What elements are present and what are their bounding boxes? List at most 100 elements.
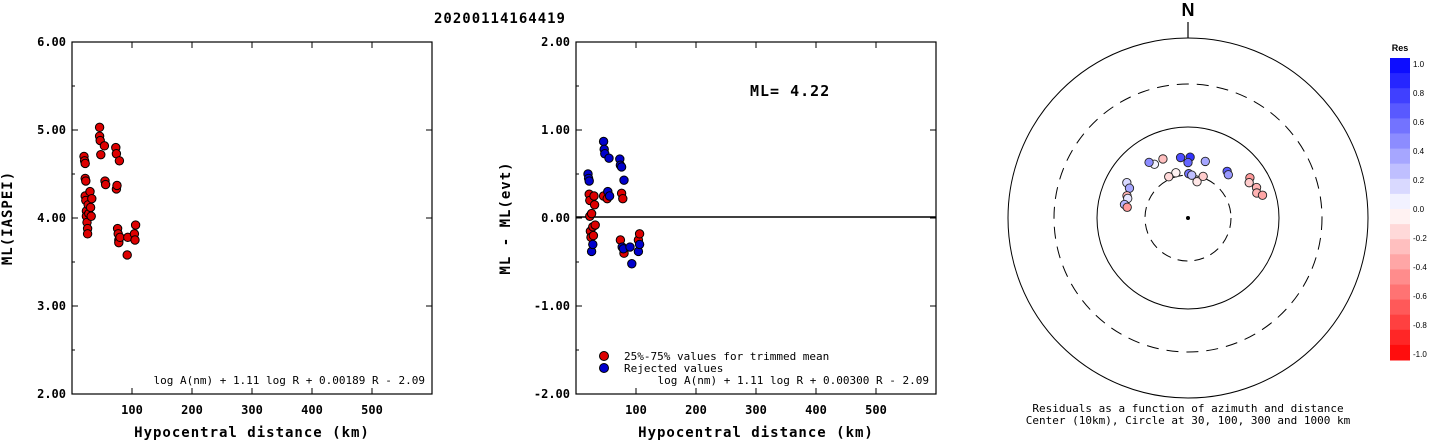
data-point [112, 180, 122, 191]
colorbar-segment [1390, 299, 1410, 316]
colorbar-tick-label: 0.2 [1413, 176, 1425, 185]
epicenter-marker [1186, 216, 1190, 220]
data-point [634, 239, 645, 250]
data-point [588, 230, 599, 241]
caption-line-2: Center (10km), Circle at 30, 100, 300 an… [1026, 414, 1351, 427]
residual-distance-panel: 100 200 300 400 500 -2.00 -1.00 0.00 1.00 2.00 ML… [498, 35, 937, 441]
x-axis-label: Hypocentral distance (km) [134, 425, 370, 441]
y-tick-label: 3.00 [37, 299, 66, 313]
legend-label-rejected: Rejected values [624, 362, 723, 375]
y-tick-label: 0.00 [541, 211, 570, 225]
data-point [616, 162, 627, 172]
station-point [1144, 157, 1154, 168]
data-point [627, 259, 637, 269]
station-point [1200, 156, 1210, 167]
y-tick-label: -2.00 [534, 387, 570, 401]
formula-text: log A(nm) + 1.11 log R + 0.00189 R - 2.0… [153, 374, 425, 387]
legend-label-trimmed: 25%-75% values for trimmed mean [624, 350, 829, 363]
colorbar-tick-label: -0.8 [1413, 321, 1427, 330]
station-point [1244, 178, 1254, 188]
colorbar-segment [1390, 73, 1410, 89]
colorbar-segment [1390, 88, 1410, 104]
y-axis-label: ML(IASPEI) [0, 171, 16, 265]
x-tick-label: 500 [361, 403, 383, 417]
caption-line-1: Residuals as a function of azimuth and d… [1032, 402, 1343, 415]
colorbar-segment [1390, 133, 1410, 150]
station-point [1158, 154, 1168, 164]
ring-1000km [1007, 37, 1369, 399]
data-points [583, 136, 645, 269]
colorbar-segment [1390, 209, 1410, 225]
ml-value-text: ML= 4.22 [750, 82, 830, 100]
colorbar-segment [1390, 314, 1410, 331]
x-tick-label: 500 [865, 403, 887, 417]
data-point [81, 176, 91, 186]
station-point [1171, 168, 1181, 178]
colorbar-segment [1390, 329, 1410, 346]
data-point [589, 200, 600, 210]
data-point [618, 193, 628, 204]
colorbar-segment [1390, 193, 1410, 210]
y-tick-label: 6.00 [37, 35, 66, 49]
ml-distance-panel: 100 200 300 400 500 2.00 3.00 4.00 5.00 6.00 log … [0, 35, 433, 441]
y-tick-label: 2.00 [37, 387, 66, 401]
colorbar-segment [1390, 58, 1410, 74]
y-tick-label: 2.00 [541, 35, 570, 49]
x-axis-label: Hypocentral distance (km) [638, 425, 874, 441]
data-point [99, 141, 110, 151]
x-tick-label: 300 [241, 403, 263, 417]
colorbar: 1.0 0.8 0.6 0.4 0.2 0.0 -0.2 -0.4 -0.6 -0.8 -1.0 [1390, 58, 1427, 361]
x-tick-label: 400 [301, 403, 323, 417]
colorbar-tick-label: 0.8 [1413, 89, 1425, 98]
colorbar-tick-label: -0.4 [1413, 263, 1427, 272]
legend-marker-rejected [599, 363, 609, 373]
data-point [100, 179, 111, 190]
data-point [619, 175, 629, 185]
colorbar-tick-label: 0.0 [1413, 205, 1425, 214]
data-point [586, 208, 597, 219]
data-point [130, 235, 140, 245]
data-point [86, 211, 96, 221]
colorbar-tick-label: 0.6 [1413, 118, 1425, 127]
station-point [1183, 157, 1193, 168]
data-point [80, 158, 90, 169]
colorbar-tick-label: -0.6 [1413, 292, 1427, 301]
y-tick-label: 1.00 [541, 123, 570, 137]
colorbar-segment [1390, 284, 1410, 301]
y-tick-label: 5.00 [37, 123, 66, 137]
colorbar-tick-label: -0.2 [1413, 234, 1427, 243]
x-tick-label: 200 [181, 403, 203, 417]
colorbar-segment [1390, 344, 1410, 361]
data-point [96, 149, 106, 160]
data-points [79, 122, 141, 260]
data-point [87, 193, 97, 204]
station-point [1198, 171, 1208, 182]
formula-text: log A(nm) + 1.11 log R + 0.00300 R - 2.0… [657, 374, 929, 387]
y-axis-label: ML - ML(evt) [498, 161, 514, 274]
data-point [625, 242, 635, 252]
station-point [1223, 170, 1234, 180]
data-point [604, 191, 615, 201]
station-point [1122, 202, 1132, 212]
station-point [1124, 183, 1135, 193]
data-point [115, 232, 125, 243]
data-point [122, 250, 132, 260]
x-tick-label: 200 [685, 403, 707, 417]
data-point [590, 220, 600, 230]
colorbar-tick-label: -1.0 [1413, 350, 1427, 359]
data-point [598, 136, 609, 147]
colorbar-segment [1390, 148, 1410, 165]
station-point [1175, 152, 1186, 163]
colorbar-segment [1390, 178, 1410, 195]
data-point [588, 239, 598, 250]
station-points [1119, 152, 1268, 212]
station-point [1257, 190, 1268, 200]
ring-30km [1144, 174, 1232, 262]
north-label: N [1182, 0, 1195, 20]
station-point [1192, 177, 1202, 187]
colorbar-segment [1390, 254, 1410, 270]
colorbar-tick-label: 1.0 [1413, 60, 1425, 69]
x-tick-label: 100 [625, 403, 647, 417]
legend-marker-trimmed [599, 351, 609, 361]
